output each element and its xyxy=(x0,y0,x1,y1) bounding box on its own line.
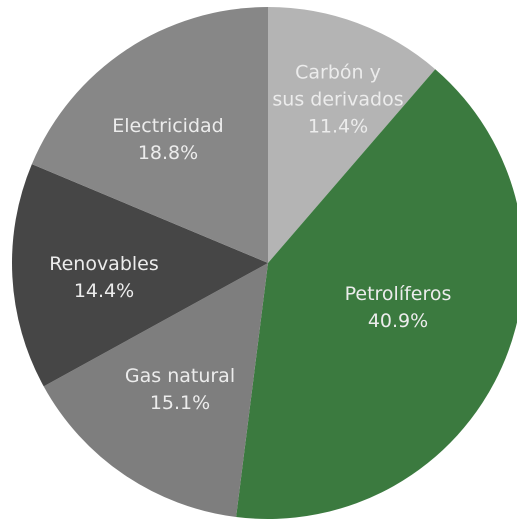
slice-label: Gas natural 15.1% xyxy=(125,363,235,417)
pie-slice xyxy=(31,7,268,263)
slice-label: Renovables 14.4% xyxy=(49,251,159,305)
category-label: Carbón y sus derivados xyxy=(272,61,404,111)
slice-label: Carbón y sus derivados 11.4% xyxy=(272,60,403,141)
category-label: Petrolíferos xyxy=(344,283,452,305)
category-label: Renovables xyxy=(49,253,159,275)
slice-label: Petrolíferos 40.9% xyxy=(345,281,452,335)
pie-slice xyxy=(268,7,436,263)
value-label: 14.4% xyxy=(73,280,135,302)
value-label: 40.9% xyxy=(367,310,429,332)
category-label: Gas natural xyxy=(124,365,236,387)
pie-slice xyxy=(43,263,269,518)
value-label: 18.8% xyxy=(137,142,199,164)
slice-label: Electricidad 18.8% xyxy=(112,113,223,167)
value-label: 15.1% xyxy=(149,392,211,414)
pie-slice xyxy=(236,69,517,519)
category-label: Electricidad xyxy=(112,115,224,137)
pie-slice xyxy=(12,164,268,387)
value-label: 11.4% xyxy=(307,115,369,138)
